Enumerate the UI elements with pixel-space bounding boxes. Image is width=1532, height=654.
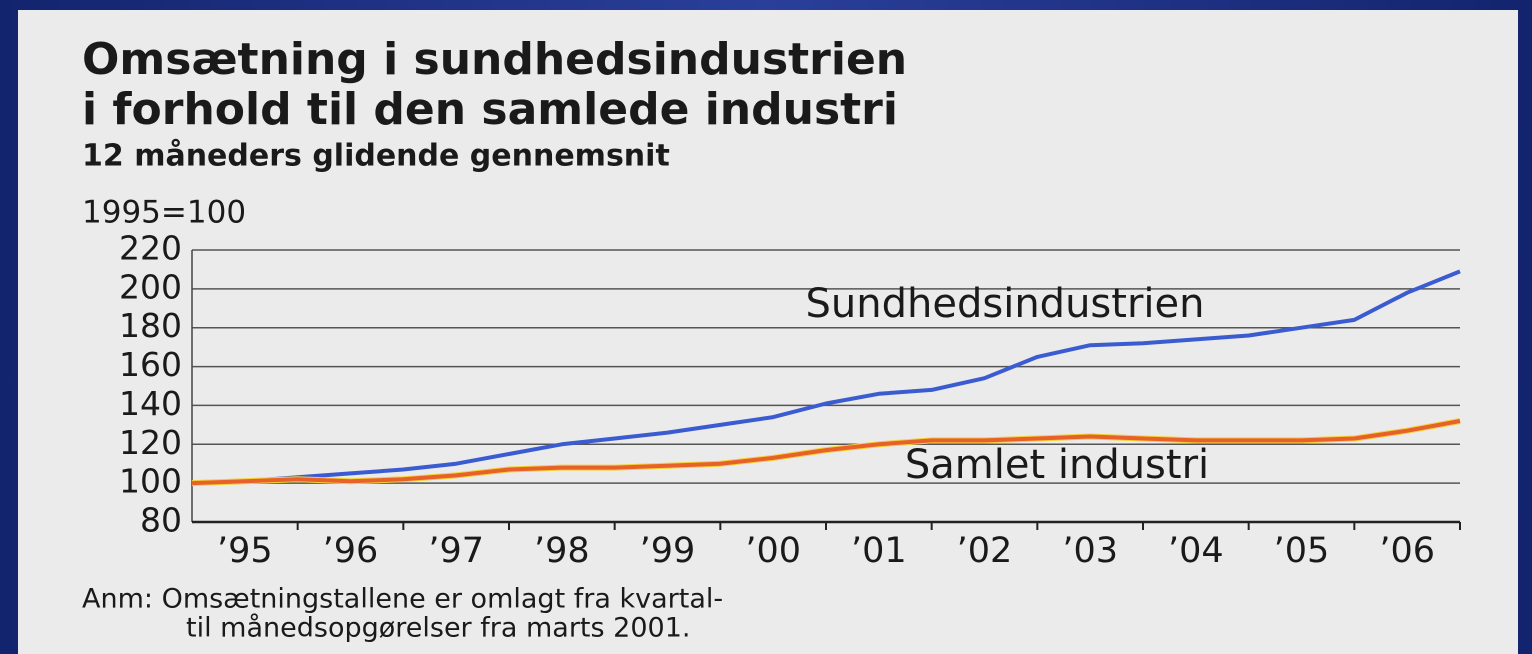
x-tick-label: ’96 xyxy=(323,531,379,571)
y-tick-label: 120 xyxy=(119,423,182,462)
x-tick-label: ’99 xyxy=(640,531,696,571)
x-tick-label: ’01 xyxy=(851,531,907,571)
y-tick-label: 160 xyxy=(119,345,182,384)
y-tick-label: 220 xyxy=(119,229,182,268)
x-tick-label: ’05 xyxy=(1274,531,1330,571)
series-line xyxy=(191,269,1461,486)
y-axis-label: 1995=100 xyxy=(82,195,246,231)
x-tick-label: ’03 xyxy=(1062,531,1118,571)
series-line xyxy=(191,419,1461,486)
x-tick-label: ’00 xyxy=(745,531,801,571)
x-tick-label: ’02 xyxy=(957,531,1013,571)
chart-subtitle: 12 måneders glidende gennemsnit xyxy=(82,138,670,174)
y-tick-label: 140 xyxy=(119,384,182,423)
series-label: Sundhedsindustrien xyxy=(806,281,1205,327)
x-tick-label: ’04 xyxy=(1168,531,1224,571)
note: til månedsopgørelser fra marts 2001. xyxy=(186,613,690,644)
x-tick-label: ’06 xyxy=(1379,531,1435,571)
y-tick-label: 100 xyxy=(119,462,182,501)
y-tick-label: 180 xyxy=(119,306,182,345)
x-tick-label: ’95 xyxy=(217,531,273,571)
y-tick-label: 200 xyxy=(119,267,182,306)
chart-title: Omsætning i sundhedsindustrien xyxy=(82,34,907,85)
x-tick-label: ’98 xyxy=(534,531,590,571)
note: Anm: Omsætningstallene er omlagt fra kva… xyxy=(82,584,723,615)
series-label: Samlet industri xyxy=(905,442,1209,488)
chart-title: i forhold til den samlede industri xyxy=(82,84,898,135)
x-tick-label: ’97 xyxy=(428,531,484,571)
y-tick-label: 80 xyxy=(140,501,182,540)
